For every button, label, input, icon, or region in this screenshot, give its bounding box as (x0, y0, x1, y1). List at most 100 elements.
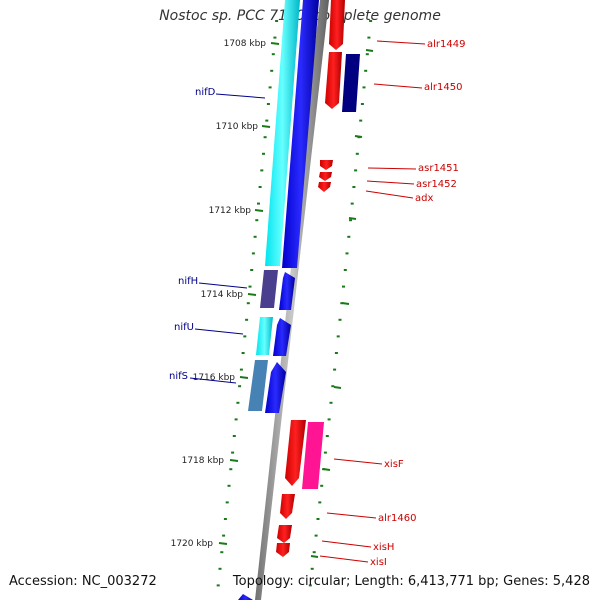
right-ring-tick (308, 584, 312, 587)
right-ring-tick (354, 169, 358, 172)
left-ring-tick (239, 368, 243, 371)
label-asr1452: asr1452 (416, 179, 457, 190)
left-ring-tick (253, 235, 257, 238)
label-nifD: nifD (195, 87, 216, 98)
tick-marks (216, 20, 373, 587)
left-ring-tick (266, 103, 270, 105)
left-ring-tick (251, 252, 255, 255)
left-ring-tick (241, 352, 245, 354)
right-ring-tick (369, 20, 373, 22)
right-ring-tick (320, 484, 324, 487)
gene-nifU-right (273, 318, 291, 356)
left-ring-tick (220, 551, 224, 554)
right-ring-tick (342, 285, 345, 288)
left-ring-tick (270, 69, 274, 72)
gene-nifU-left (256, 317, 273, 355)
left-ring-tick (238, 385, 242, 388)
label-xisF: xisF (384, 459, 404, 470)
left-ring-tick (225, 501, 229, 504)
label-adx: adx (415, 193, 433, 204)
kbp-label-1708: 1708 kbp (224, 39, 267, 49)
left-ring-tick (260, 169, 264, 172)
gene-alr1449 (329, 0, 345, 50)
left-ring-tick (271, 53, 275, 56)
kbp-label-1712: 1712 kbp (209, 206, 252, 216)
right-ring-tick (362, 86, 366, 89)
left-ring-tick (263, 136, 267, 139)
right-ring-tick (314, 534, 318, 537)
left-ring-tick (248, 285, 252, 288)
right-ring-tick (347, 235, 351, 238)
right-ring-tick (316, 518, 320, 520)
gene-nifS-left (248, 360, 268, 411)
right-ring-tick (333, 368, 337, 371)
left-ring-tick (255, 219, 259, 222)
gene-nifH-right (279, 272, 295, 310)
right-ring-tick (360, 103, 364, 105)
gene-xisI (276, 543, 290, 557)
gene-asr1451 (320, 160, 333, 170)
label-alr1450: alr1450 (424, 82, 462, 93)
left-ring-tick (257, 202, 260, 205)
label-alr1460: alr1460 (378, 513, 416, 524)
gene-alr1450-dark (342, 54, 360, 112)
left-ring-tick (231, 451, 235, 454)
gene-alr1450 (325, 52, 342, 109)
right-ring-tick (340, 302, 344, 305)
kbp-label-1710: 1710 kbp (216, 122, 259, 132)
genome-summary-text: Topology: circular; Length: 6,413,771 bp… (232, 574, 590, 589)
label-nifS: nifS (169, 371, 188, 382)
left-ring-tick (273, 36, 277, 39)
right-ring-tick (364, 69, 368, 72)
label-xisH: xisH (373, 542, 394, 553)
kbp-scale: 1708 kbp 1710 kbp 1712 kbp 1714 kbp 1716… (171, 39, 374, 558)
left-ring-tick (258, 186, 262, 188)
left-ring-tick (268, 86, 272, 89)
right-ring-tick (359, 119, 363, 122)
left-ring-tick (229, 468, 233, 471)
right-ring-tick (349, 219, 352, 222)
gene-nifH-left (260, 270, 278, 308)
right-ring-tick (334, 352, 338, 354)
left-ring-tick (218, 567, 222, 570)
left-ring-tick (222, 534, 226, 537)
left-ring-tick (234, 418, 238, 421)
label-xisI: xisI (370, 557, 387, 568)
right-ring-tick (318, 501, 322, 504)
gene-bar-cyan-long (265, 0, 300, 266)
right-ring-tick (327, 418, 331, 421)
right-ring-tick (367, 36, 371, 39)
left-ring-tick (265, 119, 269, 122)
label-nifH: nifH (178, 276, 198, 287)
left-ring-tick (236, 401, 240, 404)
gene-adx (318, 182, 331, 192)
left-ring-tick (245, 318, 249, 321)
right-ring-tick (325, 435, 329, 437)
left-ring-tick (262, 152, 265, 155)
label-nifU: nifU (174, 322, 194, 333)
right-ring-tick (350, 202, 354, 205)
right-ring-tick (329, 401, 333, 404)
left-ring-tick (243, 335, 247, 338)
left-ring-tick (250, 269, 254, 271)
right-ring-tick (310, 567, 314, 570)
right-ring-tick (338, 318, 342, 321)
left-ring-tick (223, 518, 227, 520)
gene-bottom-blue (238, 594, 253, 600)
gene-xisH (277, 525, 292, 543)
accession-text: Accession: NC_003272 (9, 574, 157, 589)
right-ring-tick (365, 53, 369, 56)
right-ring-tick (352, 186, 356, 188)
kbp-label-1718: 1718 kbp (182, 456, 225, 466)
left-gene-labels: nifD nifH nifU nifS (169, 87, 266, 384)
right-ring-tick (312, 551, 316, 554)
right-ring-tick (343, 269, 347, 271)
right-gene-labels: alr1449 alr1450 asr1451 asr1452 adx xisF… (319, 39, 465, 568)
gene-bar-blue-long (282, 0, 319, 268)
gene-alr1460 (280, 494, 295, 519)
left-ring-tick (232, 435, 236, 437)
label-asr1451: asr1451 (418, 163, 459, 174)
kbp-label-1720: 1720 kbp (171, 539, 214, 549)
right-ring-tick (336, 335, 340, 338)
